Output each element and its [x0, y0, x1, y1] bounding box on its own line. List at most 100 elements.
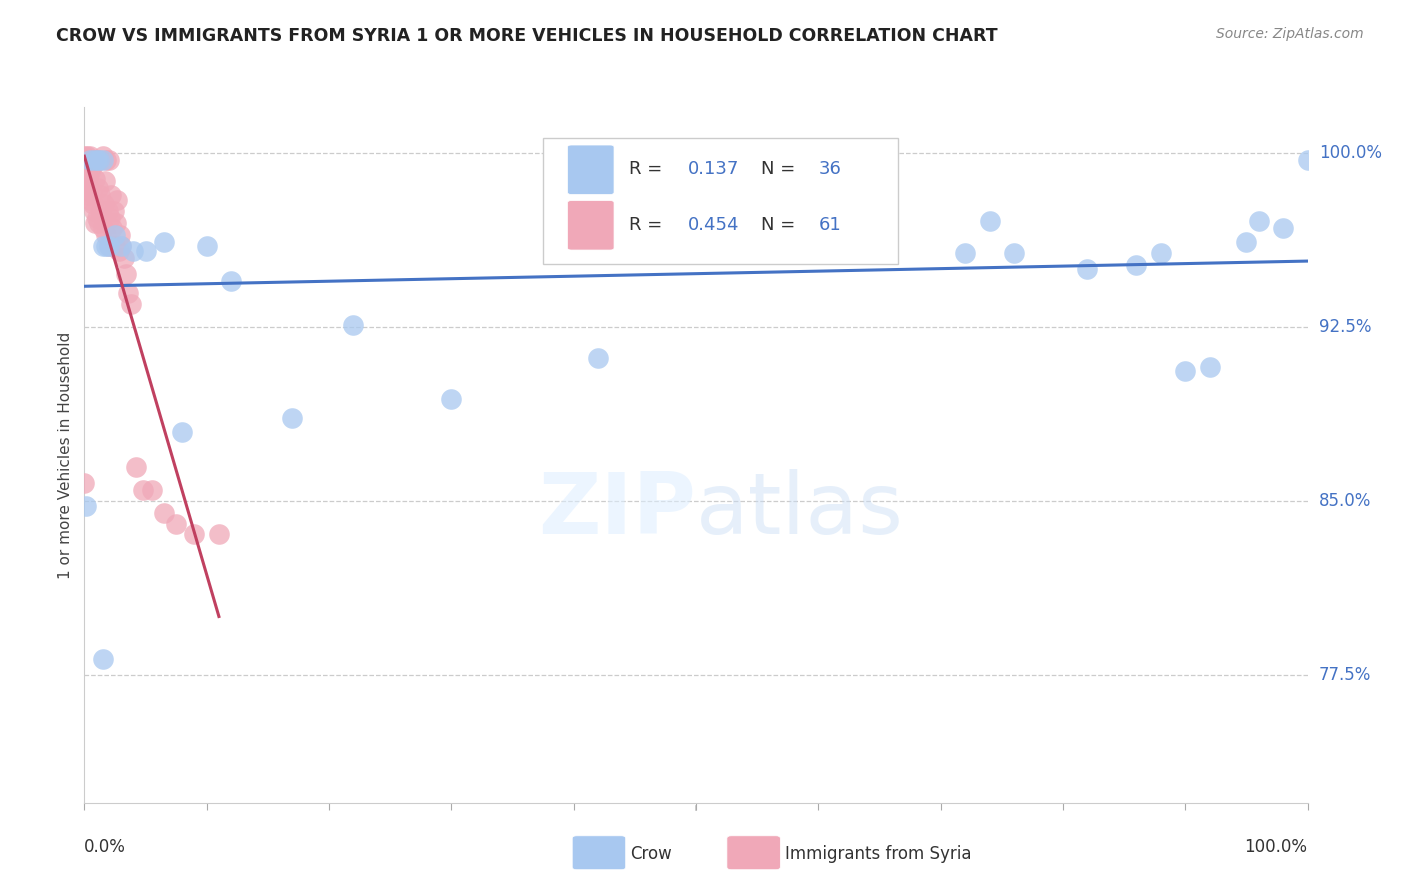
Text: 100.0%: 100.0%: [1244, 838, 1308, 855]
Point: [117, 285, 139, 300]
Point: [125, 459, 148, 474]
Point: [75, 153, 97, 168]
Point: [115, 267, 138, 281]
Text: R =: R =: [628, 161, 668, 178]
Point: [94, 174, 117, 188]
Text: Immigrants from Syria: Immigrants from Syria: [785, 845, 972, 863]
Point: [831, 232, 853, 246]
Point: [208, 526, 231, 541]
Point: [86, 211, 108, 226]
Point: [1247, 213, 1270, 227]
Point: [104, 227, 127, 242]
Point: [110, 239, 132, 253]
FancyBboxPatch shape: [568, 201, 614, 250]
Text: 36: 36: [818, 161, 841, 178]
Point: [1234, 235, 1257, 249]
Text: 92.5%: 92.5%: [1319, 318, 1371, 336]
Point: [122, 244, 145, 258]
Point: [79, 193, 101, 207]
Point: [84, 172, 107, 186]
Point: [108, 227, 131, 242]
Point: [97, 153, 120, 168]
Point: [84, 216, 107, 230]
Point: [153, 235, 176, 249]
Point: [80, 186, 103, 200]
Point: [77, 188, 100, 202]
Point: [79, 165, 101, 179]
Point: [91, 149, 114, 163]
Point: [76, 149, 98, 163]
Point: [1174, 364, 1197, 378]
Point: [172, 425, 194, 439]
Point: [87, 153, 110, 168]
Point: [685, 232, 707, 246]
Point: [1272, 220, 1295, 235]
Y-axis label: 1 or more Vehicles in Household: 1 or more Vehicles in Household: [58, 331, 73, 579]
Text: N =: N =: [761, 216, 801, 234]
Point: [195, 239, 218, 253]
Point: [1296, 153, 1319, 168]
Point: [83, 204, 105, 219]
Point: [107, 244, 129, 258]
Point: [80, 153, 103, 168]
Point: [79, 149, 101, 163]
Point: [77, 169, 100, 184]
Point: [83, 153, 105, 168]
Text: 100.0%: 100.0%: [1319, 145, 1382, 162]
Point: [132, 483, 155, 497]
Point: [91, 153, 114, 168]
Point: [87, 216, 110, 230]
Text: N =: N =: [761, 161, 801, 178]
Point: [96, 153, 118, 168]
Point: [1002, 246, 1025, 260]
Point: [104, 239, 127, 253]
Point: [586, 351, 609, 365]
Point: [98, 211, 121, 226]
Point: [93, 197, 115, 211]
Text: CROW VS IMMIGRANTS FROM SYRIA 1 OR MORE VEHICLES IN HOUSEHOLD CORRELATION CHART: CROW VS IMMIGRANTS FROM SYRIA 1 OR MORE …: [56, 27, 998, 45]
Text: atlas: atlas: [696, 469, 904, 552]
Text: 0.454: 0.454: [688, 216, 740, 234]
Text: 0.137: 0.137: [688, 161, 738, 178]
Point: [103, 204, 125, 219]
Point: [73, 475, 96, 490]
Point: [96, 239, 118, 253]
Text: 85.0%: 85.0%: [1319, 492, 1371, 510]
Point: [110, 239, 132, 253]
Point: [440, 392, 463, 407]
Point: [953, 246, 976, 260]
Point: [1076, 262, 1098, 277]
Point: [219, 274, 242, 288]
Text: Source: ZipAtlas.com: Source: ZipAtlas.com: [1216, 27, 1364, 41]
Point: [112, 251, 135, 265]
Point: [76, 162, 98, 177]
Text: 0.0%: 0.0%: [84, 838, 127, 855]
Point: [153, 506, 176, 520]
Point: [82, 197, 104, 211]
Point: [1125, 258, 1147, 272]
Text: 77.5%: 77.5%: [1319, 666, 1371, 684]
Point: [73, 149, 96, 163]
Point: [100, 188, 122, 202]
Point: [165, 517, 187, 532]
Text: 61: 61: [818, 216, 841, 234]
Point: [1150, 246, 1173, 260]
FancyBboxPatch shape: [568, 145, 614, 194]
Point: [73, 161, 96, 175]
FancyBboxPatch shape: [543, 138, 898, 263]
Point: [141, 483, 163, 497]
Point: [91, 220, 114, 235]
Point: [90, 204, 112, 219]
Text: Crow: Crow: [630, 845, 672, 863]
Point: [281, 410, 304, 425]
Point: [75, 499, 97, 513]
Point: [83, 153, 105, 168]
Point: [91, 652, 114, 666]
Point: [97, 239, 120, 253]
Point: [91, 239, 114, 253]
Point: [75, 169, 97, 184]
Point: [105, 193, 128, 207]
Point: [86, 153, 108, 168]
Point: [101, 220, 124, 235]
Point: [120, 297, 142, 311]
